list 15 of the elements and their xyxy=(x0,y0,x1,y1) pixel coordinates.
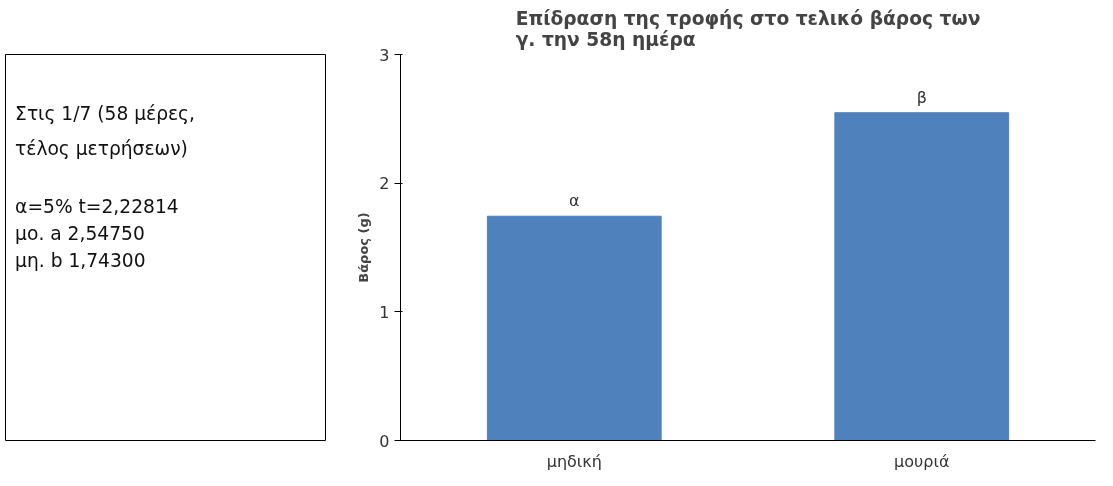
chart-title: Επίδραση της τροφής στο τελικό βάρος των γ. την 58η ημέρα xyxy=(515,7,981,50)
y-axis-title: Βάρος (g) xyxy=(356,212,372,283)
x-tick-label: μηδική xyxy=(546,451,602,471)
text: μη. b 1,74300 xyxy=(15,249,146,271)
x-tick-label: μουριά xyxy=(894,451,950,471)
text: α=5% t=2,22814 xyxy=(15,195,179,217)
annotation: β xyxy=(916,87,927,107)
y-tick-label: 3 xyxy=(379,45,390,65)
text: μο. a 2,54750 xyxy=(15,222,145,244)
annotation: α xyxy=(568,191,580,211)
text: Στις 1/7 (58 μέρες, xyxy=(15,102,195,124)
y-tick-label: 0 xyxy=(379,431,390,451)
y-tick-label: 2 xyxy=(379,174,390,194)
y-tick-label: 1 xyxy=(379,302,390,322)
text: τέλος μετρήσεων) xyxy=(15,137,188,159)
